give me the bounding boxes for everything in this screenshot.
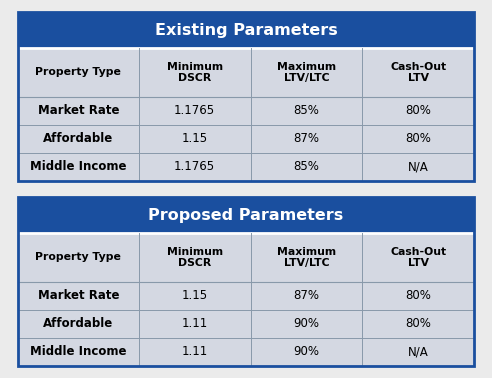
- Text: Cash-Out
LTV: Cash-Out LTV: [390, 62, 446, 83]
- Text: 1.11: 1.11: [182, 345, 208, 358]
- Bar: [250, 310, 362, 338]
- Bar: [139, 338, 250, 366]
- Bar: [362, 48, 474, 96]
- Text: 1.1765: 1.1765: [174, 160, 215, 174]
- Text: 80%: 80%: [405, 289, 431, 302]
- Bar: [250, 48, 362, 96]
- Text: 90%: 90%: [293, 317, 319, 330]
- Bar: [362, 233, 474, 282]
- Text: 80%: 80%: [405, 104, 431, 117]
- Bar: [18, 125, 139, 153]
- Bar: [18, 12, 474, 181]
- Text: 1.15: 1.15: [182, 289, 208, 302]
- Text: Middle Income: Middle Income: [30, 345, 126, 358]
- Bar: [362, 96, 474, 125]
- Text: N/A: N/A: [408, 160, 429, 174]
- Text: Cash-Out
LTV: Cash-Out LTV: [390, 246, 446, 268]
- Bar: [362, 310, 474, 338]
- Text: 1.11: 1.11: [182, 317, 208, 330]
- Bar: [18, 153, 139, 181]
- Text: 80%: 80%: [405, 317, 431, 330]
- Bar: [139, 125, 250, 153]
- Bar: [18, 233, 139, 282]
- Text: Existing Parameters: Existing Parameters: [154, 23, 338, 38]
- Bar: [18, 197, 474, 366]
- Text: 85%: 85%: [294, 104, 319, 117]
- Text: 1.15: 1.15: [182, 132, 208, 145]
- Bar: [18, 282, 139, 310]
- Bar: [18, 197, 474, 366]
- Text: 1.1765: 1.1765: [174, 104, 215, 117]
- Bar: [18, 338, 139, 366]
- Bar: [18, 96, 139, 125]
- Text: 80%: 80%: [405, 132, 431, 145]
- Text: N/A: N/A: [408, 345, 429, 358]
- Bar: [139, 153, 250, 181]
- Text: Affordable: Affordable: [43, 132, 114, 145]
- Bar: [18, 197, 474, 233]
- Text: Market Rate: Market Rate: [38, 104, 119, 117]
- Text: Middle Income: Middle Income: [30, 160, 126, 174]
- Bar: [250, 96, 362, 125]
- Bar: [139, 310, 250, 338]
- Text: Minimum
DSCR: Minimum DSCR: [167, 246, 223, 268]
- Bar: [250, 233, 362, 282]
- Bar: [139, 282, 250, 310]
- Text: Proposed Parameters: Proposed Parameters: [149, 208, 343, 223]
- Text: Minimum
DSCR: Minimum DSCR: [167, 62, 223, 83]
- Bar: [362, 153, 474, 181]
- Bar: [18, 12, 474, 181]
- Bar: [139, 96, 250, 125]
- Text: Maximum
LTV/LTC: Maximum LTV/LTC: [277, 246, 336, 268]
- Text: 90%: 90%: [293, 345, 319, 358]
- Bar: [362, 338, 474, 366]
- Text: 87%: 87%: [293, 132, 319, 145]
- Bar: [18, 310, 139, 338]
- Text: Market Rate: Market Rate: [38, 289, 119, 302]
- Text: 87%: 87%: [293, 289, 319, 302]
- Text: Property Type: Property Type: [35, 253, 122, 262]
- Bar: [250, 338, 362, 366]
- Bar: [18, 12, 474, 48]
- Bar: [18, 48, 139, 96]
- Text: 85%: 85%: [294, 160, 319, 174]
- Bar: [362, 125, 474, 153]
- Bar: [139, 48, 250, 96]
- Text: Property Type: Property Type: [35, 67, 122, 77]
- Bar: [250, 282, 362, 310]
- Bar: [362, 282, 474, 310]
- Text: Maximum
LTV/LTC: Maximum LTV/LTC: [277, 62, 336, 83]
- Bar: [250, 125, 362, 153]
- Bar: [139, 233, 250, 282]
- Text: Affordable: Affordable: [43, 317, 114, 330]
- Bar: [250, 153, 362, 181]
